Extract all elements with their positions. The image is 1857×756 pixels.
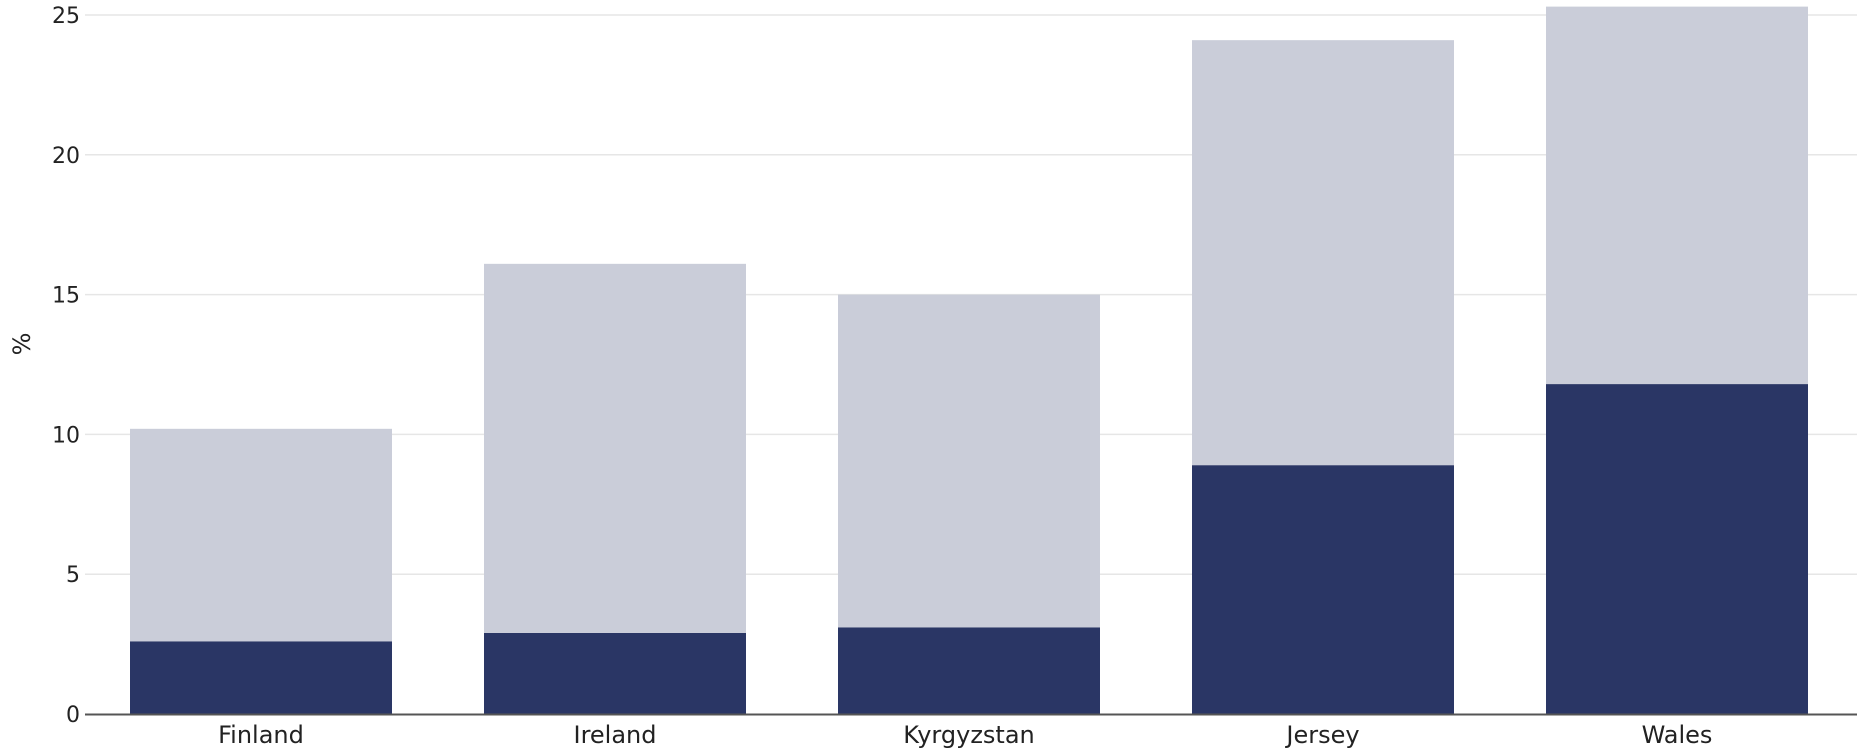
- y-tick-label: 20: [52, 144, 80, 169]
- x-tick-label-wales: Wales: [1642, 721, 1713, 749]
- y-tick-label: 15: [52, 284, 80, 309]
- bar-segment-wales-series-2: [1546, 6, 1808, 385]
- y-tick-label: 0: [66, 703, 80, 728]
- bar-segment-finland-series-1: [130, 641, 392, 714]
- y-tick-label: 5: [66, 563, 80, 588]
- bar-segment-jersey-series-1: [1192, 465, 1454, 714]
- x-tick-label-kyrgyzstan: Kyrgyzstan: [903, 721, 1035, 749]
- axes: 0 5 10 15 20 25 Finland Ireland Kyrgyzstan Jersey…: [52, 4, 1857, 749]
- y-axis-title: %: [8, 333, 36, 356]
- x-tick-label-finland: Finland: [218, 721, 304, 749]
- bar-segment-jersey-series-2: [1192, 40, 1454, 466]
- bar-segment-ireland-series-2: [484, 263, 746, 633]
- x-tick-label-ireland: Ireland: [573, 721, 656, 749]
- bar-segment-finland-series-2: [130, 428, 392, 642]
- bar-segment-kyrgyzstan-series-2: [838, 294, 1100, 628]
- bar-segment-wales-series-1: [1546, 384, 1808, 714]
- bar-segment-kyrgyzstan-series-1: [838, 627, 1100, 714]
- y-tick-label: 25: [52, 4, 80, 29]
- bar-segment-ireland-series-1: [484, 632, 746, 714]
- x-tick-label-jersey: Jersey: [1284, 721, 1359, 749]
- bars: [130, 6, 1808, 714]
- y-tick-label: 10: [52, 423, 80, 448]
